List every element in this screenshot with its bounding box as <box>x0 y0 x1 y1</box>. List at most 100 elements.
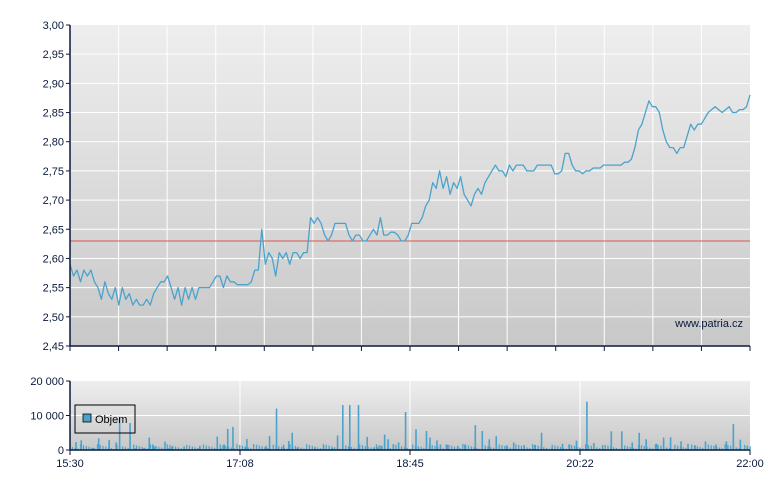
volume-bar <box>523 445 525 450</box>
volume-bar <box>601 445 604 450</box>
price-y-tick-label: 2,65 <box>43 224 64 236</box>
volume-bar <box>704 441 707 450</box>
volume-bar <box>223 444 226 450</box>
volume-bar <box>275 408 278 450</box>
price-y-tick-label: 2,90 <box>43 78 64 90</box>
volume-bar <box>457 445 459 450</box>
price-line-series <box>69 94 751 306</box>
price-panel: 3,00 2,95 2,90 2,85 2,80 2,75 2,70 2,65 2,60 2,55… <box>43 20 751 353</box>
x-tick-label: 17:08 <box>226 458 254 470</box>
volume-bar <box>143 447 145 450</box>
volume-bar <box>118 418 121 450</box>
volume-y-tick-label: 10 000 <box>30 411 64 423</box>
x-tick-label: 20:22 <box>566 458 594 470</box>
price-x-axis <box>69 345 751 351</box>
volume-bar <box>732 424 735 450</box>
price-y-tick-label: 2,55 <box>43 283 64 295</box>
volume-bar <box>357 405 360 450</box>
volume-bar <box>80 440 83 450</box>
volume-bar <box>533 445 536 450</box>
volume-bar <box>291 432 294 450</box>
volume-bar <box>397 442 400 450</box>
price-y-tick-label: 2,85 <box>43 108 64 120</box>
price-y-tick-label: 2,70 <box>43 195 64 207</box>
volume-bar <box>620 431 623 450</box>
watermark: www.patria.cz <box>674 318 743 330</box>
volume-bar <box>373 447 375 450</box>
volume-bar <box>199 445 201 450</box>
volume-bar <box>167 448 170 450</box>
volume-bar <box>638 432 641 450</box>
volume-bar <box>171 446 173 450</box>
volume-bar <box>680 441 682 450</box>
volume-bar <box>739 439 742 450</box>
volume-bar <box>282 444 285 450</box>
volume-bar <box>153 446 156 450</box>
legend-label: Objem <box>95 414 127 426</box>
volume-bar <box>505 445 508 450</box>
volume-bar <box>387 439 389 450</box>
volume-bar <box>746 445 749 450</box>
volume-bar <box>425 431 428 450</box>
volume-bar <box>296 447 299 450</box>
volume-bar <box>366 436 369 450</box>
volume-bar <box>586 401 588 450</box>
volume-bar <box>108 439 110 450</box>
volume-bar <box>380 445 382 450</box>
volume-bar <box>568 444 571 450</box>
price-y-tick-label: 3,00 <box>43 20 64 32</box>
volume-bar <box>439 444 442 450</box>
volume-bar <box>92 447 95 450</box>
volume-bar <box>164 441 166 450</box>
volume-bar <box>383 434 386 450</box>
volume-bar <box>575 440 578 450</box>
volume-bar <box>322 445 325 450</box>
volume-bar <box>265 445 267 450</box>
volume-bar <box>662 437 665 450</box>
volume-bar <box>481 431 484 450</box>
volume-bar <box>512 442 515 450</box>
volume-bar <box>75 442 77 450</box>
volume-bar <box>561 443 564 450</box>
volume-bar <box>540 432 543 450</box>
volume-bar <box>495 436 498 450</box>
legend-swatch-icon <box>82 413 92 423</box>
volume-bar <box>631 442 634 450</box>
volume-bar <box>134 448 137 450</box>
volume-bar <box>687 443 689 450</box>
price-y-tick-label: 2,60 <box>43 253 64 265</box>
volume-bar <box>183 446 185 450</box>
volume-bar <box>464 444 466 450</box>
volume-bar <box>376 447 379 450</box>
volume-bar <box>415 429 417 450</box>
volume-bar <box>331 447 334 450</box>
volume-bar <box>392 444 395 450</box>
volume-bar <box>348 405 351 450</box>
x-tick-label: 18:45 <box>396 458 424 470</box>
price-y-tick-label: 2,50 <box>43 312 64 324</box>
volume-bar <box>216 436 219 450</box>
volume-bar <box>645 439 647 450</box>
volume-bar <box>610 431 613 450</box>
volume-bar <box>551 447 553 450</box>
volume-bar <box>342 405 344 450</box>
volume-bar <box>129 423 131 450</box>
volume-x-axis: 15:30 17:08 18:45 20:22 22:00 <box>56 449 764 470</box>
volume-y-axis: 20 000 10 000 0 <box>30 376 71 457</box>
volume-bar <box>694 445 696 450</box>
volume-bar <box>474 425 477 450</box>
price-y-axis: 3,00 2,95 2,90 2,85 2,80 2,75 2,70 2,65 2,60 2,55… <box>43 20 71 353</box>
volume-bar <box>115 442 117 450</box>
volume-bar <box>655 443 658 450</box>
volume-gridlines <box>70 381 750 450</box>
volume-bar <box>226 428 229 450</box>
x-tick-label: 22:00 <box>736 458 764 470</box>
volume-bar <box>715 444 717 450</box>
volume-bar <box>268 436 271 450</box>
volume-bar <box>429 437 431 450</box>
volume-bar <box>287 441 290 450</box>
volume-legend: Objem <box>74 404 136 434</box>
